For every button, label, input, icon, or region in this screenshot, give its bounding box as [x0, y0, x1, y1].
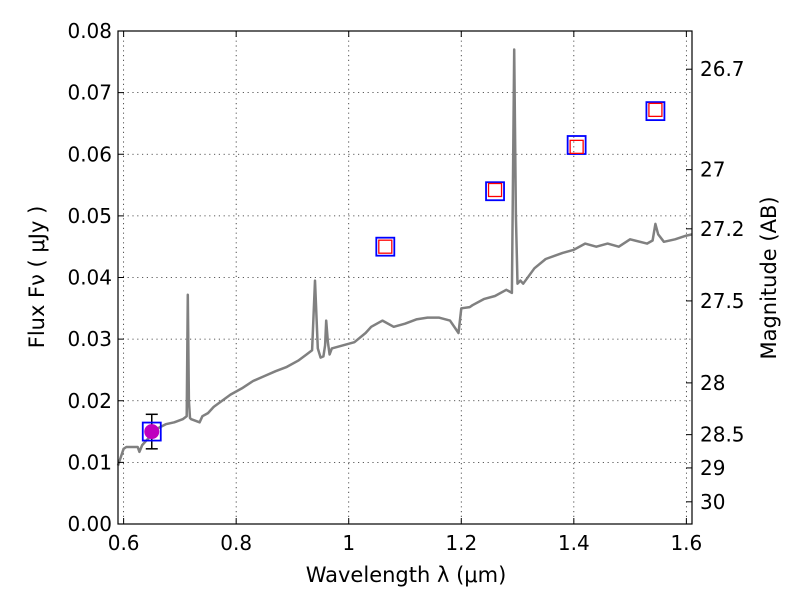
y-tick-label: 0.05 — [67, 204, 112, 228]
x-tick-label: 1 — [342, 531, 355, 555]
plot-frame — [117, 30, 693, 525]
x-tick-label: 0.6 — [108, 531, 140, 555]
photometry-points-group — [141, 101, 666, 450]
y-tick-label: 0.04 — [67, 266, 112, 290]
tick-labels: 0.6 0.8 1 1.2 1.4 1.6 0.00 0.01 0.02 0.03 0.04 0.05… — [67, 19, 744, 555]
x-axis-label: Wavelength λ (μm) — [306, 563, 507, 587]
x-tick-label: 1.2 — [445, 531, 477, 555]
y2-tick-label: 27 — [700, 158, 725, 182]
y-tick-label: 0.06 — [67, 142, 112, 166]
predicted-flux-square — [378, 239, 393, 254]
spectrum-line-group — [116, 48, 693, 466]
y2-tick-label: 27.5 — [700, 289, 745, 313]
y-axis-label: Flux Fν ( μJy ) — [25, 206, 49, 349]
y2-tick-label: 28.5 — [700, 423, 745, 447]
y2-tick-label: 28 — [700, 371, 725, 395]
y2-tick-label: 26.7 — [700, 57, 745, 81]
model-photometry-square — [141, 421, 162, 442]
y2-tick-label: 29 — [700, 456, 725, 480]
y-tick-label: 0.01 — [67, 450, 112, 474]
y-tick-label: 0.08 — [67, 19, 112, 43]
right-axis-label: Magnitude (AB) — [757, 196, 781, 359]
grid-lines — [118, 30, 692, 525]
model-photometry-square — [375, 236, 396, 257]
spectrum-line — [116, 48, 693, 466]
observed-point — [144, 424, 160, 440]
x-tick-label: 0.8 — [220, 531, 252, 555]
y2-tick-label: 27.2 — [700, 217, 745, 241]
y-tick-label: 0.03 — [67, 327, 112, 351]
model-photometry-square — [645, 101, 666, 122]
model-photometry-square — [566, 135, 587, 155]
axis-ticks — [118, 30, 692, 525]
predicted-flux-square — [487, 182, 503, 198]
model-photometry-square — [485, 181, 505, 202]
y-tick-label: 0.07 — [67, 81, 112, 105]
predicted-flux-square — [648, 102, 663, 118]
y2-tick-label: 30 — [700, 490, 725, 514]
y-tick-label: 0.02 — [67, 389, 112, 413]
x-tick-label: 1.4 — [558, 531, 590, 555]
predicted-flux-square — [569, 139, 584, 155]
y-tick-label: 0.00 — [67, 512, 112, 536]
x-tick-label: 1.6 — [670, 531, 702, 555]
